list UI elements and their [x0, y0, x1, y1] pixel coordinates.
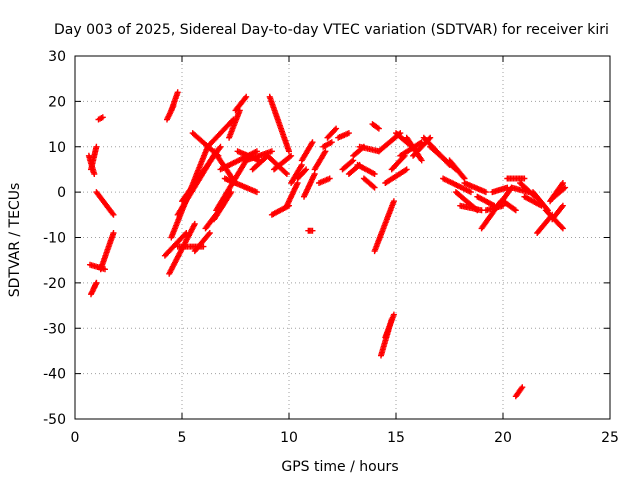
data-point — [460, 174, 467, 181]
x-tick-label: 0 — [71, 430, 80, 446]
data-point — [370, 183, 377, 190]
data-point — [482, 189, 489, 196]
data-point — [303, 166, 310, 173]
data-point — [91, 171, 98, 177]
data-point — [562, 184, 569, 191]
data-point — [333, 125, 340, 132]
data-point — [288, 152, 295, 159]
data-point — [559, 202, 566, 209]
data-point — [349, 158, 355, 165]
data-point — [302, 167, 308, 174]
y-tick-label: -10 — [43, 231, 66, 247]
data-point — [243, 93, 250, 100]
data-point — [390, 311, 397, 318]
y-axis-label: SDTVAR / TECUs — [7, 183, 23, 298]
chart-title: Day 003 of 2025, Sidereal Day-to-day VTE… — [54, 22, 609, 38]
data-point — [332, 126, 338, 133]
x-tick-label: 20 — [494, 430, 512, 446]
data-point — [427, 134, 434, 141]
data-point — [283, 171, 290, 177]
data-point — [322, 148, 329, 155]
data-point — [511, 206, 518, 213]
data-point — [191, 220, 198, 227]
data-point — [559, 225, 566, 232]
data-points-layer — [85, 89, 569, 400]
data-point — [110, 230, 117, 236]
data-point — [216, 145, 223, 151]
data-point — [110, 211, 117, 218]
data-point — [375, 125, 382, 132]
data-point — [371, 171, 378, 177]
data-point — [328, 139, 335, 146]
tick-marks-layer — [74, 55, 611, 420]
data-point — [309, 139, 316, 146]
data-point — [558, 224, 565, 231]
x-tick-label: 10 — [280, 430, 298, 446]
y-tick-label: -50 — [43, 412, 66, 428]
data-point — [560, 185, 567, 192]
x-tick-label: 25 — [601, 430, 619, 446]
data-point — [467, 189, 474, 196]
data-point — [282, 169, 289, 176]
x-tick-label: 5 — [178, 430, 187, 446]
data-point — [253, 189, 260, 196]
data-point — [217, 143, 224, 150]
grid-layer — [75, 56, 610, 419]
data-point — [345, 130, 352, 137]
data-point — [174, 89, 181, 96]
y-tick-label: 30 — [48, 49, 66, 65]
data-point — [559, 180, 566, 186]
data-point — [93, 143, 100, 150]
x-tick-label: 15 — [387, 430, 405, 446]
data-point — [418, 157, 425, 164]
data-point — [268, 148, 275, 155]
y-tick-label: -40 — [43, 367, 66, 383]
x-tick-labels: 0 5 10 15 20 25 — [71, 430, 619, 446]
data-point — [371, 184, 378, 191]
y-tick-label: 0 — [57, 185, 66, 201]
data-point — [93, 279, 100, 286]
data-point — [512, 207, 519, 214]
data-point — [286, 153, 293, 160]
data-point — [521, 175, 528, 182]
y-tick-label: 10 — [48, 140, 66, 156]
x-axis-label: GPS time / hours — [281, 459, 398, 475]
data-point — [109, 210, 116, 217]
data-point — [326, 175, 333, 182]
y-tick-labels: 30 20 10 0 -10 -20 -30 -40 -50 — [43, 49, 66, 428]
data-point — [206, 230, 213, 236]
data-point — [309, 227, 316, 234]
data-point — [99, 114, 106, 121]
data-point — [519, 384, 526, 391]
data-point — [286, 148, 292, 155]
data-point — [390, 198, 397, 205]
y-tick-label: 20 — [48, 94, 66, 110]
y-tick-label: -30 — [43, 321, 66, 337]
data-point — [253, 148, 260, 155]
data-point — [242, 95, 249, 102]
y-tick-label: -20 — [43, 276, 66, 292]
data-point — [403, 166, 410, 173]
data-point — [205, 231, 212, 238]
